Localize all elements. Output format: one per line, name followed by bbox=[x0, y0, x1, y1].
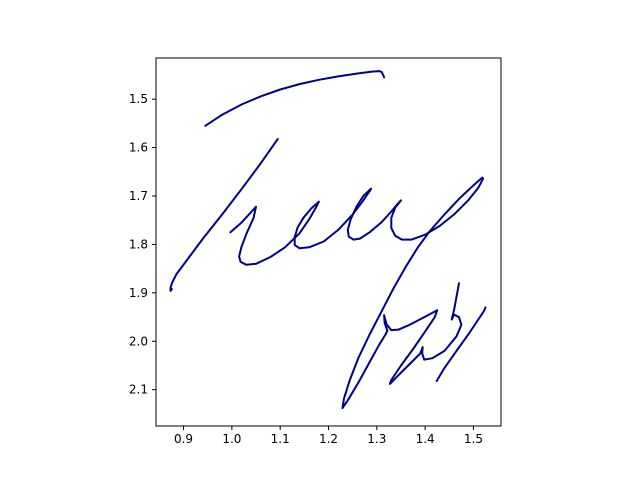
series-0-stroke-1 bbox=[169, 137, 279, 292]
y-tick-label: 1.8 bbox=[129, 237, 148, 251]
series-0-stroke-3 bbox=[293, 187, 372, 250]
x-tick-label: 1.0 bbox=[222, 432, 241, 446]
y-tick-label: 2.0 bbox=[129, 334, 148, 348]
y-tick-label: 1.5 bbox=[129, 92, 148, 106]
series-0-stroke-5 bbox=[341, 176, 485, 410]
series-0-stroke-2 bbox=[229, 200, 320, 266]
x-tick-label: 0.9 bbox=[174, 432, 193, 446]
series-0-stroke-0 bbox=[204, 70, 386, 127]
y-tick-label: 1.7 bbox=[129, 189, 148, 203]
series-0-stroke-6 bbox=[383, 282, 463, 385]
plot-lines bbox=[169, 70, 487, 410]
x-tick-label: 1.4 bbox=[416, 432, 435, 446]
y-tick-label: 1.9 bbox=[129, 286, 148, 300]
x-tick-label: 1.5 bbox=[464, 432, 483, 446]
y-tick-label: 2.1 bbox=[129, 383, 148, 397]
x-tick-label: 1.1 bbox=[271, 432, 290, 446]
y-tick-label: 1.6 bbox=[129, 141, 148, 155]
x-axis: 0.9 1.0 1.1 1.2 1.3 1.4 1.5 bbox=[174, 426, 483, 446]
x-tick-label: 1.3 bbox=[367, 432, 386, 446]
y-axis: 1.5 1.6 1.7 1.8 1.9 2.0 2.1 bbox=[129, 92, 156, 397]
series-0-stroke-7 bbox=[435, 306, 487, 382]
x-tick-label: 1.2 bbox=[319, 432, 338, 446]
series-0-stroke-4 bbox=[346, 187, 402, 241]
